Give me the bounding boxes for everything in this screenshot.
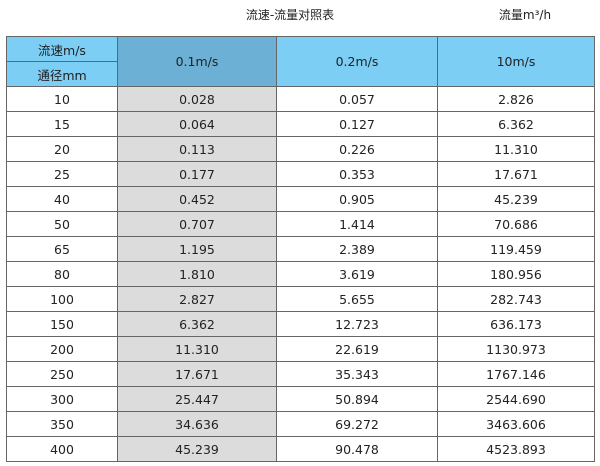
flow-cell: 0.353 <box>276 161 438 187</box>
flow-cell: 3.619 <box>276 261 438 287</box>
flow-cell: 0.057 <box>276 86 438 112</box>
flow-cell: 6.362 <box>117 311 277 337</box>
flow-cell: 0.113 <box>117 136 277 162</box>
flow-cell: 2544.690 <box>437 386 595 412</box>
flow-cell: 17.671 <box>117 361 277 387</box>
flow-cell: 0.452 <box>117 186 277 212</box>
diameter-cell: 15 <box>6 111 118 137</box>
flow-cell: 0.226 <box>276 136 438 162</box>
table-row: 400 45.239 90.478 4523.893 <box>6 436 595 462</box>
flow-cell: 1767.146 <box>437 361 595 387</box>
flow-cell: 0.177 <box>117 161 277 187</box>
col-header-10: 10m/s <box>437 36 595 87</box>
flow-cell: 180.956 <box>437 261 595 287</box>
flow-cell: 11.310 <box>437 136 595 162</box>
flow-cell: 50.894 <box>276 386 438 412</box>
diameter-cell: 25 <box>6 161 118 187</box>
flow-cell: 45.239 <box>437 186 595 212</box>
table-row: 65 1.195 2.389 119.459 <box>6 236 595 262</box>
diameter-cell: 350 <box>6 411 118 437</box>
table-row: 150 6.362 12.723 636.173 <box>6 311 595 337</box>
flow-cell: 70.686 <box>437 211 595 237</box>
diameter-cell: 300 <box>6 386 118 412</box>
velocity-header: 流速m/s <box>6 36 118 62</box>
table-row: 80 1.810 3.619 180.956 <box>6 261 595 287</box>
flow-cell: 69.272 <box>276 411 438 437</box>
flow-cell: 45.239 <box>117 436 277 462</box>
flow-cell: 3463.606 <box>437 411 595 437</box>
diameter-header: 通径mm <box>6 61 118 87</box>
flow-cell: 1.810 <box>117 261 277 287</box>
diameter-cell: 20 <box>6 136 118 162</box>
diameter-cell: 400 <box>6 436 118 462</box>
flow-cell: 119.459 <box>437 236 595 262</box>
flow-cell: 34.636 <box>117 411 277 437</box>
diameter-cell: 150 <box>6 311 118 337</box>
col-header-0.1: 0.1m/s <box>117 36 277 87</box>
col-header-0.2: 0.2m/s <box>276 36 438 87</box>
diameter-cell: 80 <box>6 261 118 287</box>
flow-cell: 25.447 <box>117 386 277 412</box>
table-row: 250 17.671 35.343 1767.146 <box>6 361 595 387</box>
flow-cell: 2.389 <box>276 236 438 262</box>
flow-cell: 11.310 <box>117 336 277 362</box>
flow-cell: 2.827 <box>117 286 277 312</box>
diameter-cell: 250 <box>6 361 118 387</box>
diameter-cell: 200 <box>6 336 118 362</box>
flow-cell: 5.655 <box>276 286 438 312</box>
diameter-cell: 50 <box>6 211 118 237</box>
table-row: 100 2.827 5.655 282.743 <box>6 286 595 312</box>
table-row: 50 0.707 1.414 70.686 <box>6 211 595 237</box>
flow-cell: 22.619 <box>276 336 438 362</box>
table-row: 25 0.177 0.353 17.671 <box>6 161 595 187</box>
flow-cell: 0.127 <box>276 111 438 137</box>
flow-cell: 0.028 <box>117 86 277 112</box>
table-row: 200 11.310 22.619 1130.973 <box>6 336 595 362</box>
diameter-cell: 10 <box>6 86 118 112</box>
flow-cell: 4523.893 <box>437 436 595 462</box>
table-title: 流速-流量对照表 <box>245 8 335 22</box>
unit-label: 流量m³/h <box>498 8 552 22</box>
table-row: 350 34.636 69.272 3463.606 <box>6 411 595 437</box>
diameter-cell: 100 <box>6 286 118 312</box>
flow-cell: 0.064 <box>117 111 277 137</box>
table-row: 15 0.064 0.127 6.362 <box>6 111 595 137</box>
flow-cell: 1.414 <box>276 211 438 237</box>
flow-cell: 6.362 <box>437 111 595 137</box>
table-row: 40 0.452 0.905 45.239 <box>6 186 595 212</box>
table-row: 300 25.447 50.894 2544.690 <box>6 386 595 412</box>
flow-cell: 282.743 <box>437 286 595 312</box>
flow-cell: 2.826 <box>437 86 595 112</box>
flow-table: 流速m/s 0.1m/s 0.2m/s 10m/s 通径mm 10 0.028 0.… <box>6 36 595 462</box>
flow-cell: 1.195 <box>117 236 277 262</box>
flow-cell: 35.343 <box>276 361 438 387</box>
flow-cell: 17.671 <box>437 161 595 187</box>
diameter-cell: 40 <box>6 186 118 212</box>
diameter-cell: 65 <box>6 236 118 262</box>
flow-cell: 12.723 <box>276 311 438 337</box>
flow-cell: 636.173 <box>437 311 595 337</box>
flow-cell: 90.478 <box>276 436 438 462</box>
flow-cell: 0.905 <box>276 186 438 212</box>
table-row: 20 0.113 0.226 11.310 <box>6 136 595 162</box>
table-row: 10 0.028 0.057 2.826 <box>6 86 595 112</box>
flow-cell: 1130.973 <box>437 336 595 362</box>
flow-cell: 0.707 <box>117 211 277 237</box>
